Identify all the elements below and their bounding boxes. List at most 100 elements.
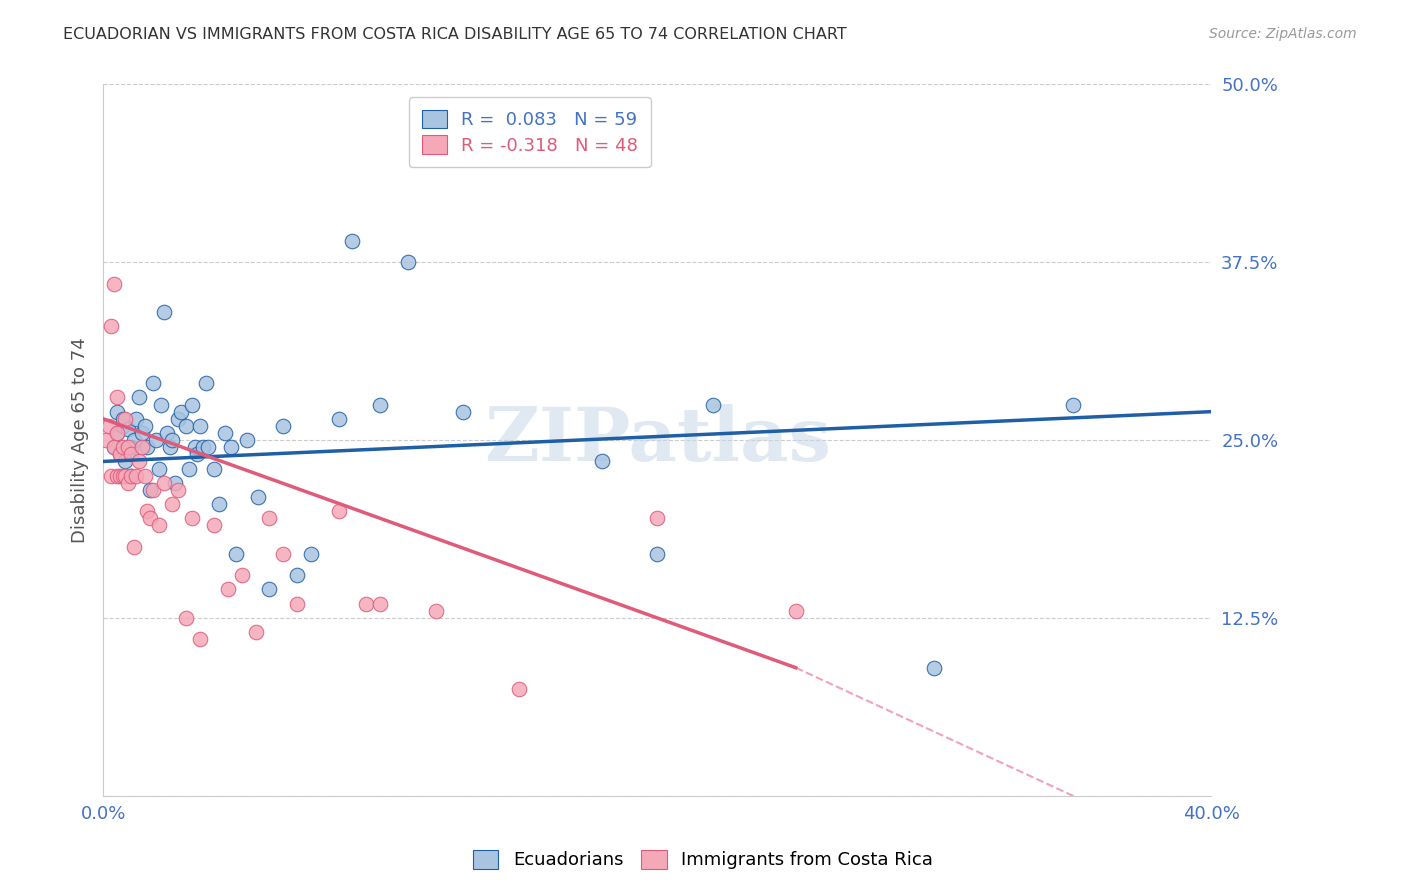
Point — [148, 518, 170, 533]
Point — [231, 568, 253, 582]
Point — [111, 418, 134, 433]
Point — [108, 468, 131, 483]
Point — [177, 461, 200, 475]
Point — [108, 447, 131, 461]
Point — [924, 661, 946, 675]
Point — [108, 447, 131, 461]
Point — [271, 418, 294, 433]
Point — [785, 604, 807, 618]
Point — [105, 468, 128, 483]
Point — [214, 425, 236, 440]
Point — [111, 468, 134, 483]
Point — [103, 440, 125, 454]
Point — [100, 319, 122, 334]
Point — [122, 433, 145, 447]
Point — [131, 425, 153, 440]
Point — [139, 483, 162, 497]
Point — [1062, 398, 1084, 412]
Point — [425, 604, 447, 618]
Point — [134, 418, 156, 433]
Point — [508, 681, 530, 696]
Text: ZIPatlas: ZIPatlas — [484, 403, 831, 476]
Point — [645, 511, 668, 525]
Point — [159, 440, 181, 454]
Point — [180, 398, 202, 412]
Point — [114, 468, 136, 483]
Point — [328, 504, 350, 518]
Point — [453, 404, 475, 418]
Point — [105, 391, 128, 405]
Point — [208, 497, 231, 511]
Point — [120, 440, 142, 454]
Point — [188, 418, 211, 433]
Point — [285, 568, 308, 582]
Point — [259, 582, 281, 597]
Point — [100, 468, 122, 483]
Point — [125, 411, 148, 425]
Point — [128, 454, 150, 468]
Point — [111, 411, 134, 425]
Point — [219, 440, 242, 454]
Point — [153, 475, 176, 490]
Point — [122, 540, 145, 554]
Point — [188, 632, 211, 647]
Point — [94, 433, 117, 447]
Point — [148, 461, 170, 475]
Point — [150, 398, 173, 412]
Legend: R =  0.083   N = 59, R = -0.318   N = 48: R = 0.083 N = 59, R = -0.318 N = 48 — [409, 97, 651, 168]
Point — [591, 454, 613, 468]
Y-axis label: Disability Age 65 to 74: Disability Age 65 to 74 — [72, 337, 89, 543]
Point — [299, 547, 322, 561]
Point — [328, 411, 350, 425]
Point — [165, 475, 187, 490]
Point — [103, 277, 125, 291]
Point — [162, 497, 184, 511]
Point — [114, 411, 136, 425]
Point — [117, 440, 139, 454]
Point — [180, 511, 202, 525]
Point — [183, 440, 205, 454]
Point — [342, 234, 364, 248]
Point — [125, 468, 148, 483]
Point — [396, 255, 419, 269]
Point — [105, 404, 128, 418]
Point — [368, 398, 391, 412]
Point — [174, 418, 197, 433]
Point — [236, 433, 259, 447]
Point — [134, 468, 156, 483]
Point — [225, 547, 247, 561]
Point — [217, 582, 239, 597]
Point — [186, 447, 208, 461]
Text: Source: ZipAtlas.com: Source: ZipAtlas.com — [1209, 27, 1357, 41]
Point — [167, 411, 190, 425]
Point — [285, 597, 308, 611]
Point — [136, 504, 159, 518]
Point — [174, 611, 197, 625]
Point — [145, 433, 167, 447]
Point — [356, 597, 378, 611]
Point — [114, 454, 136, 468]
Point — [142, 376, 165, 391]
Point — [105, 425, 128, 440]
Point — [103, 440, 125, 454]
Point — [120, 447, 142, 461]
Point — [111, 440, 134, 454]
Point — [202, 518, 225, 533]
Point — [156, 425, 179, 440]
Point — [120, 468, 142, 483]
Point — [117, 475, 139, 490]
Point — [170, 404, 193, 418]
Point — [139, 511, 162, 525]
Point — [271, 547, 294, 561]
Point — [97, 418, 120, 433]
Point — [702, 398, 724, 412]
Point — [645, 547, 668, 561]
Point — [191, 440, 214, 454]
Point — [259, 511, 281, 525]
Point — [117, 422, 139, 436]
Text: ECUADORIAN VS IMMIGRANTS FROM COSTA RICA DISABILITY AGE 65 TO 74 CORRELATION CHA: ECUADORIAN VS IMMIGRANTS FROM COSTA RICA… — [63, 27, 846, 42]
Point — [131, 440, 153, 454]
Legend: Ecuadorians, Immigrants from Costa Rica: Ecuadorians, Immigrants from Costa Rica — [464, 841, 942, 879]
Point — [136, 440, 159, 454]
Point — [245, 625, 267, 640]
